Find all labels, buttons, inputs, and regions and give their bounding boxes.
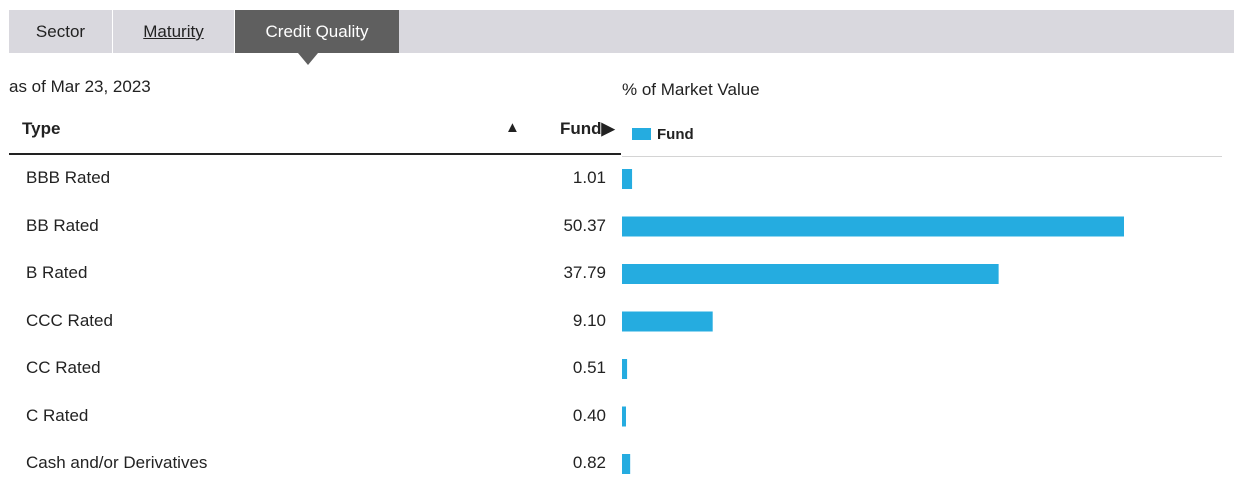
- row-fund-value: 50.37: [563, 215, 606, 235]
- bar-cash-and-or-derivatives: [622, 454, 631, 474]
- bar-ccc-rated: [622, 311, 713, 332]
- bar-b-rated: [622, 264, 999, 284]
- table-header-divider: [9, 153, 621, 155]
- legend-label: Fund: [657, 126, 694, 143]
- chart-title: % of Market Value: [622, 80, 760, 99]
- row-type-label: BBB Rated: [26, 168, 111, 187]
- row-type-label: C Rated: [26, 405, 89, 425]
- column-header-fund[interactable]: Fund▶: [560, 119, 615, 139]
- column-header-type[interactable]: Type: [22, 119, 61, 138]
- legend-swatch: [632, 128, 651, 140]
- bar-bb-rated: [622, 216, 1124, 237]
- row-type-label: CC Rated: [26, 358, 101, 377]
- row-type-label: B Rated: [26, 263, 88, 282]
- row-fund-value: 0.82: [572, 453, 606, 472]
- chart-legend: Fund: [632, 126, 694, 143]
- tab-bar: Sector Maturity Credit Quality: [9, 10, 1234, 53]
- chart-top-rule: [622, 156, 1222, 157]
- row-fund-value: 0.51: [572, 358, 606, 377]
- bar-c-rated: [622, 406, 626, 427]
- tab-sector[interactable]: Sector: [9, 10, 113, 53]
- row-fund-value: 9.10: [572, 310, 606, 330]
- column-header-fund-label: Fund: [560, 119, 602, 138]
- row-fund-value: 1.01: [572, 168, 606, 187]
- expand-right-icon[interactable]: ▶: [601, 119, 615, 138]
- row-fund-value: 37.79: [563, 263, 606, 282]
- row-fund-value: 0.40: [572, 405, 606, 425]
- row-type-label: Cash and/or Derivatives: [26, 453, 208, 472]
- bar-bbb-rated: [622, 169, 633, 189]
- tab-credit-quality[interactable]: Credit Quality: [235, 10, 399, 53]
- active-tab-pointer: [298, 53, 318, 65]
- as-of-date: as of Mar 23, 2023: [9, 77, 151, 96]
- row-type-label: CCC Rated: [26, 310, 113, 330]
- bar-cc-rated: [622, 359, 628, 379]
- tab-maturity[interactable]: Maturity: [113, 10, 235, 53]
- row-type-label: BB Rated: [26, 215, 99, 235]
- sort-ascending-icon[interactable]: ▲: [505, 119, 520, 136]
